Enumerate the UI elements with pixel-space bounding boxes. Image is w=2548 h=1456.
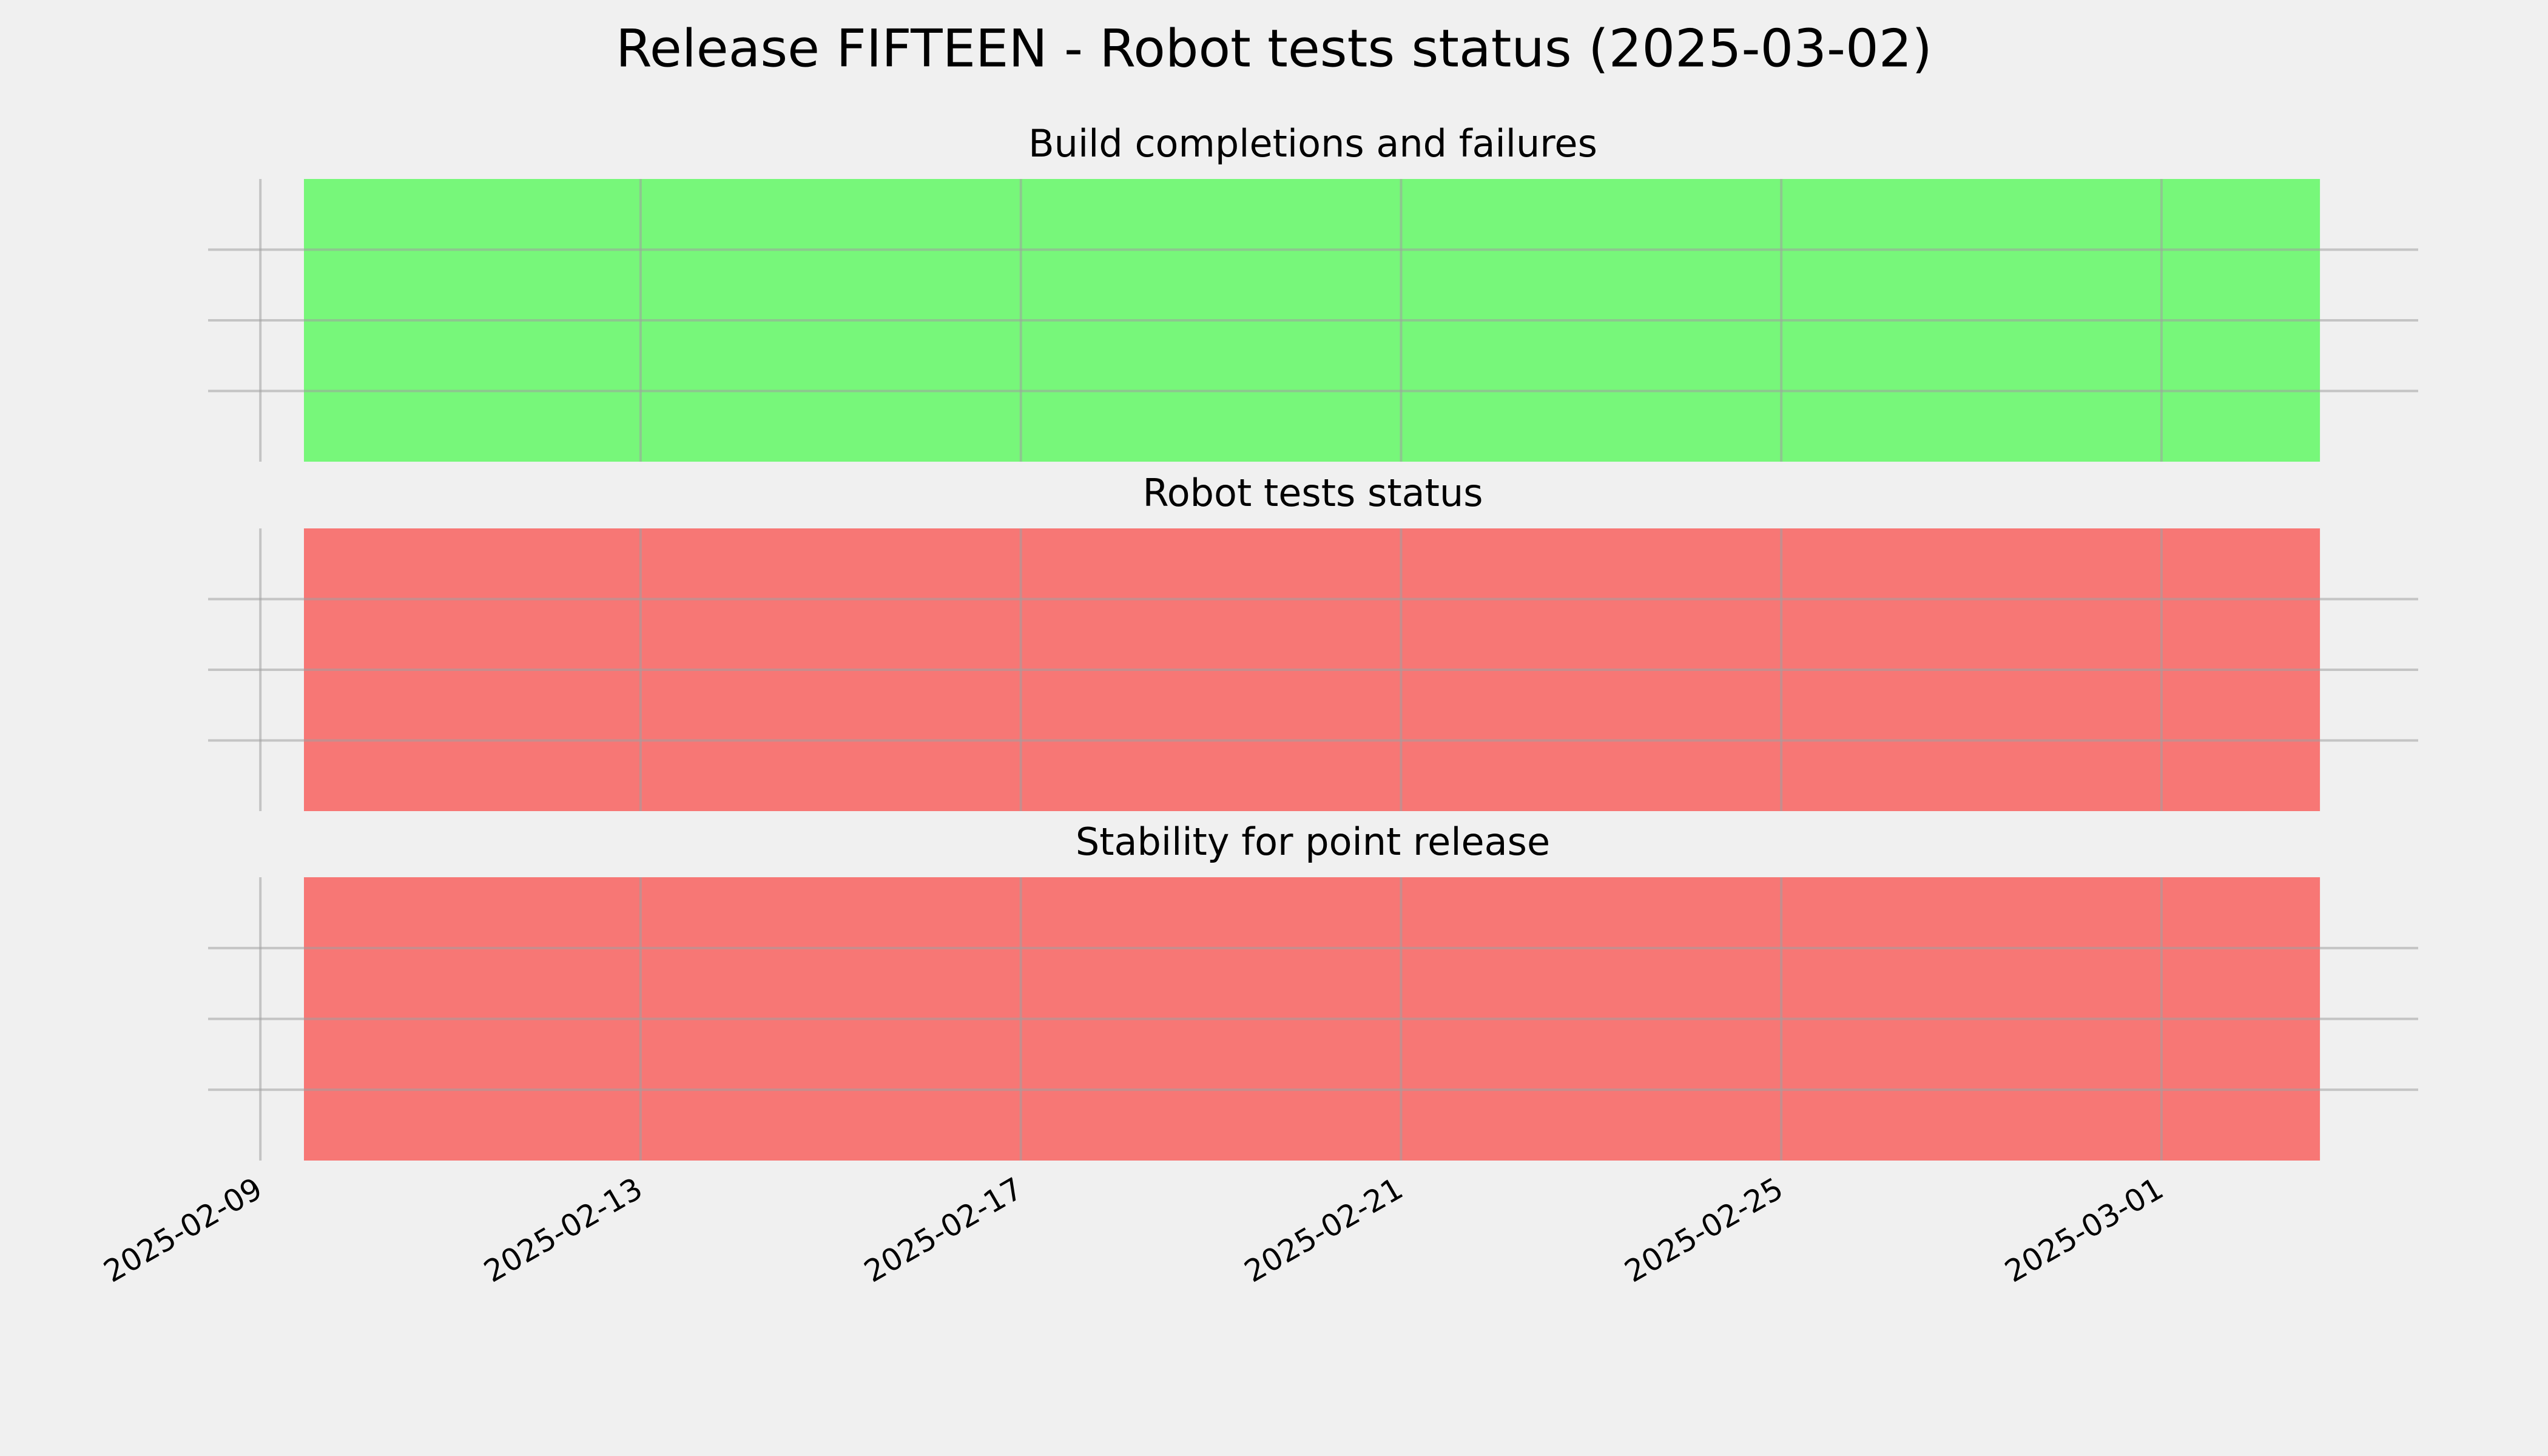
figure-title: Release FIFTEEN - Robot tests status (20… <box>616 18 1932 79</box>
panel-title: Robot tests status <box>1142 471 1483 515</box>
panel-title: Build completions and failures <box>1028 121 1597 166</box>
panel-title: Stability for point release <box>1076 820 1550 864</box>
